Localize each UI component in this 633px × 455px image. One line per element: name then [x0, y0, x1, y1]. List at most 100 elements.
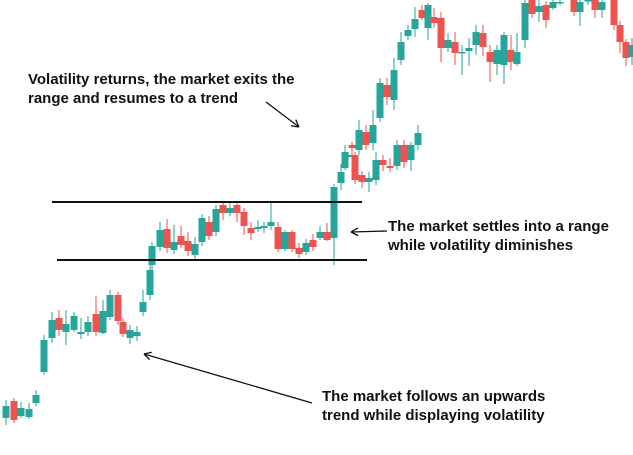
- candle-up: [25, 403, 33, 419]
- candle-down: [55, 310, 63, 336]
- candle-up: [628, 38, 633, 65]
- candle-down: [362, 125, 370, 150]
- candle-down: [177, 226, 185, 248]
- candle-up: [139, 290, 147, 316]
- candle-up: [99, 300, 107, 334]
- candle-up: [584, 0, 592, 5]
- candle-down: [247, 222, 255, 240]
- candle-up: [146, 265, 154, 300]
- candle-up: [458, 45, 466, 75]
- candle-up: [376, 78, 384, 122]
- candle-up: [302, 239, 310, 255]
- candle-down: [119, 318, 127, 337]
- candle-up: [598, 0, 606, 18]
- annotation-trend-line2: trend while displaying volatility: [322, 407, 545, 424]
- candles: [2, 0, 633, 425]
- annotation-arrows: [143, 101, 388, 404]
- candle-down: [479, 25, 487, 56]
- annotation-range-line2: while volatility diminishes: [388, 237, 574, 254]
- candle-up: [465, 38, 473, 66]
- candle-up: [191, 237, 199, 261]
- candle-up: [77, 318, 85, 339]
- candle-down: [437, 12, 445, 62]
- candle-down: [351, 152, 359, 184]
- annotation-breakout-line2: range and resumes to a trend: [28, 90, 239, 107]
- candle-up: [133, 326, 141, 341]
- candle-up: [212, 205, 220, 236]
- candle-up: [316, 226, 324, 240]
- arrow-to-breakout-icon: [265, 101, 300, 128]
- candle-up: [365, 172, 373, 192]
- candle-up: [40, 335, 48, 375]
- candle-down: [288, 230, 296, 252]
- candle-down: [430, 8, 438, 28]
- candle-down: [386, 158, 394, 172]
- candle-up: [148, 242, 156, 270]
- candle-up: [267, 201, 275, 230]
- candle-up: [17, 402, 25, 418]
- candle-up: [535, 0, 543, 22]
- candle-down: [528, 0, 536, 18]
- candle-down: [219, 203, 227, 220]
- candle-down: [295, 243, 303, 258]
- candle-up: [393, 140, 401, 170]
- candle-up: [330, 184, 338, 265]
- candle-down: [163, 219, 171, 253]
- annotation-breakout-line1: Volatility returns, the market exits the: [28, 71, 295, 88]
- candle-up: [281, 230, 289, 251]
- candle-down: [570, 0, 578, 16]
- candle-down: [610, 0, 618, 30]
- candle-down: [92, 296, 100, 336]
- candle-down: [591, 0, 599, 18]
- candle-down: [274, 222, 282, 252]
- candle-up: [556, 0, 564, 5]
- annotation-range: The market settles into a range while vo…: [388, 217, 609, 255]
- candle-down: [383, 78, 391, 105]
- candle-up: [407, 142, 415, 171]
- candle-up: [369, 110, 377, 150]
- candle-up: [411, 7, 419, 37]
- candle-down: [616, 21, 624, 53]
- candle-down: [323, 223, 331, 241]
- candle-up: [390, 58, 398, 110]
- candle-up: [170, 225, 178, 254]
- candle-up: [444, 33, 452, 52]
- candle-down: [10, 398, 18, 423]
- candle-up: [424, 3, 432, 40]
- annotation-range-line1: The market settles into a range: [388, 218, 609, 235]
- candle-up: [500, 32, 508, 84]
- candle-up: [355, 120, 363, 155]
- candle-up: [62, 310, 70, 345]
- candle-down: [358, 171, 366, 188]
- candle-down: [400, 140, 408, 168]
- candle-down: [486, 45, 494, 82]
- candle-up: [397, 32, 405, 65]
- candle-down: [622, 39, 630, 66]
- candle-down: [309, 234, 317, 251]
- candle-down: [542, 1, 550, 28]
- candle-down: [205, 216, 213, 240]
- arrow-to-trend-icon: [143, 351, 313, 404]
- candle-down: [114, 292, 122, 325]
- candle-down: [418, 5, 426, 20]
- candle-up: [32, 390, 40, 406]
- candle-up: [521, 0, 529, 48]
- range-lines: [52, 201, 367, 261]
- candle-up: [513, 33, 521, 66]
- candle-up: [260, 222, 268, 233]
- candle-up: [372, 152, 380, 185]
- candle-up: [226, 203, 234, 216]
- candle-down: [348, 142, 356, 158]
- candle-up: [404, 25, 412, 40]
- candle-up: [198, 214, 206, 246]
- candle-up: [472, 25, 480, 55]
- arrow-to-range-icon: [350, 227, 388, 237]
- candle-down: [507, 35, 515, 70]
- candle-up: [48, 312, 56, 343]
- candle-down: [233, 202, 241, 222]
- candle-up: [106, 290, 114, 320]
- candle-up: [549, 0, 557, 10]
- candle-up: [70, 312, 78, 332]
- candle-up: [254, 220, 262, 232]
